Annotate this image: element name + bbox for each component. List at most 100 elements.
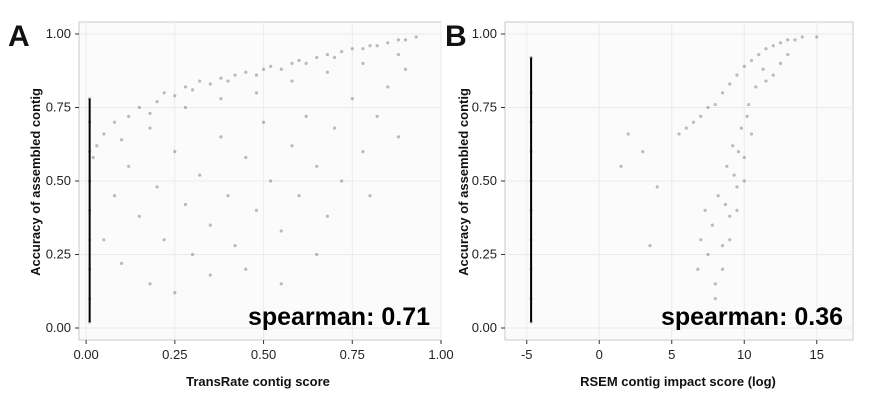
data-point [350, 97, 354, 101]
data-point [742, 64, 746, 68]
data-point [731, 144, 735, 148]
data-point [745, 114, 749, 118]
data-point [137, 214, 141, 218]
data-point [208, 82, 212, 86]
data-point [297, 58, 301, 63]
axis-ticks-b: 0.00 0.25 0.50 0.75 1.00 -5 0 5 10 15 [472, 26, 824, 362]
data-point [297, 194, 301, 198]
y-axis-title-a: Accuracy of assembled contig [28, 88, 43, 276]
data-point [127, 114, 131, 118]
data-point [102, 238, 106, 242]
data-point [340, 179, 344, 183]
panel-letter-a: A [8, 20, 30, 53]
data-point [190, 252, 195, 257]
data-point [162, 91, 166, 95]
data-point [655, 185, 659, 189]
data-point [368, 194, 372, 198]
data-point [244, 70, 248, 74]
data-point [91, 155, 95, 160]
data-point [778, 41, 783, 45]
data-point [112, 120, 117, 124]
data-point [396, 135, 401, 139]
data-point [269, 64, 273, 68]
data-point [361, 150, 365, 154]
x-tick-label: 10 [737, 347, 751, 362]
data-point [771, 73, 775, 77]
data-point [529, 297, 533, 301]
data-point [88, 179, 92, 183]
data-point [290, 79, 294, 83]
y-tick-label: 1.00 [46, 26, 71, 41]
data-point [375, 114, 379, 118]
data-point [119, 261, 124, 265]
panel-letter-b: B [445, 20, 467, 53]
data-point [332, 126, 337, 130]
data-point [88, 120, 92, 124]
data-point [749, 58, 754, 63]
data-point [95, 144, 99, 148]
data-point [325, 214, 330, 218]
data-point [254, 91, 259, 95]
data-point [304, 61, 308, 65]
data-point [226, 79, 230, 83]
data-point [102, 132, 106, 136]
data-point [749, 132, 754, 136]
y-tick-label: 0.25 [46, 247, 71, 262]
data-point [403, 38, 408, 42]
data-point [713, 282, 717, 286]
data-point [396, 38, 401, 42]
data-point [757, 52, 761, 57]
data-point [691, 120, 696, 124]
data-point [735, 208, 739, 212]
data-point [290, 144, 294, 148]
data-point [375, 44, 379, 48]
data-point [754, 85, 758, 89]
data-point [183, 85, 188, 89]
data-point [720, 91, 725, 95]
data-point [529, 320, 533, 324]
x-tick-label: 0.75 [340, 347, 365, 362]
data-point [254, 208, 259, 212]
data-point [728, 238, 732, 242]
data-point [735, 185, 739, 189]
y-tick-label: 0.50 [472, 173, 497, 188]
data-point [764, 79, 768, 83]
data-point [279, 229, 283, 233]
data-point [386, 41, 390, 45]
data-point [648, 244, 652, 248]
data-point [710, 223, 714, 227]
data-point [350, 47, 354, 51]
data-point [183, 105, 188, 110]
data-point [315, 252, 319, 257]
data-point [173, 291, 177, 295]
data-point [735, 73, 739, 77]
data-point [254, 73, 259, 77]
data-point [786, 38, 790, 42]
x-tick-label: -5 [521, 347, 533, 362]
data-point [315, 55, 319, 60]
data-point [771, 44, 775, 48]
data-point [728, 82, 732, 86]
y-tick-label: 0.50 [46, 173, 71, 188]
data-point [261, 120, 266, 124]
data-point [127, 164, 131, 168]
data-point [732, 173, 736, 177]
data-point [198, 79, 202, 83]
grid-b [505, 22, 853, 340]
y-tick-label: 0.25 [472, 247, 497, 262]
data-point [800, 35, 804, 39]
data-point [219, 76, 223, 80]
data-point [173, 150, 177, 154]
data-point [190, 88, 195, 92]
axis-ticks-a: 0.00 0.25 0.50 0.75 1.00 0.00 0.25 0.50 0.75 1.00 [46, 26, 454, 362]
panel-b: B 0.00 0.25 0.50 0.75 1.00 -5 0 5 10 15 spearman:… [445, 20, 854, 389]
spearman-annotation-b: spearman: 0.36 [661, 303, 843, 331]
data-point [261, 67, 266, 71]
data-point [703, 208, 707, 212]
data-point [304, 114, 308, 118]
data-point [279, 282, 283, 286]
data-point [641, 150, 645, 154]
data-point [747, 102, 751, 107]
data-point [219, 135, 223, 139]
